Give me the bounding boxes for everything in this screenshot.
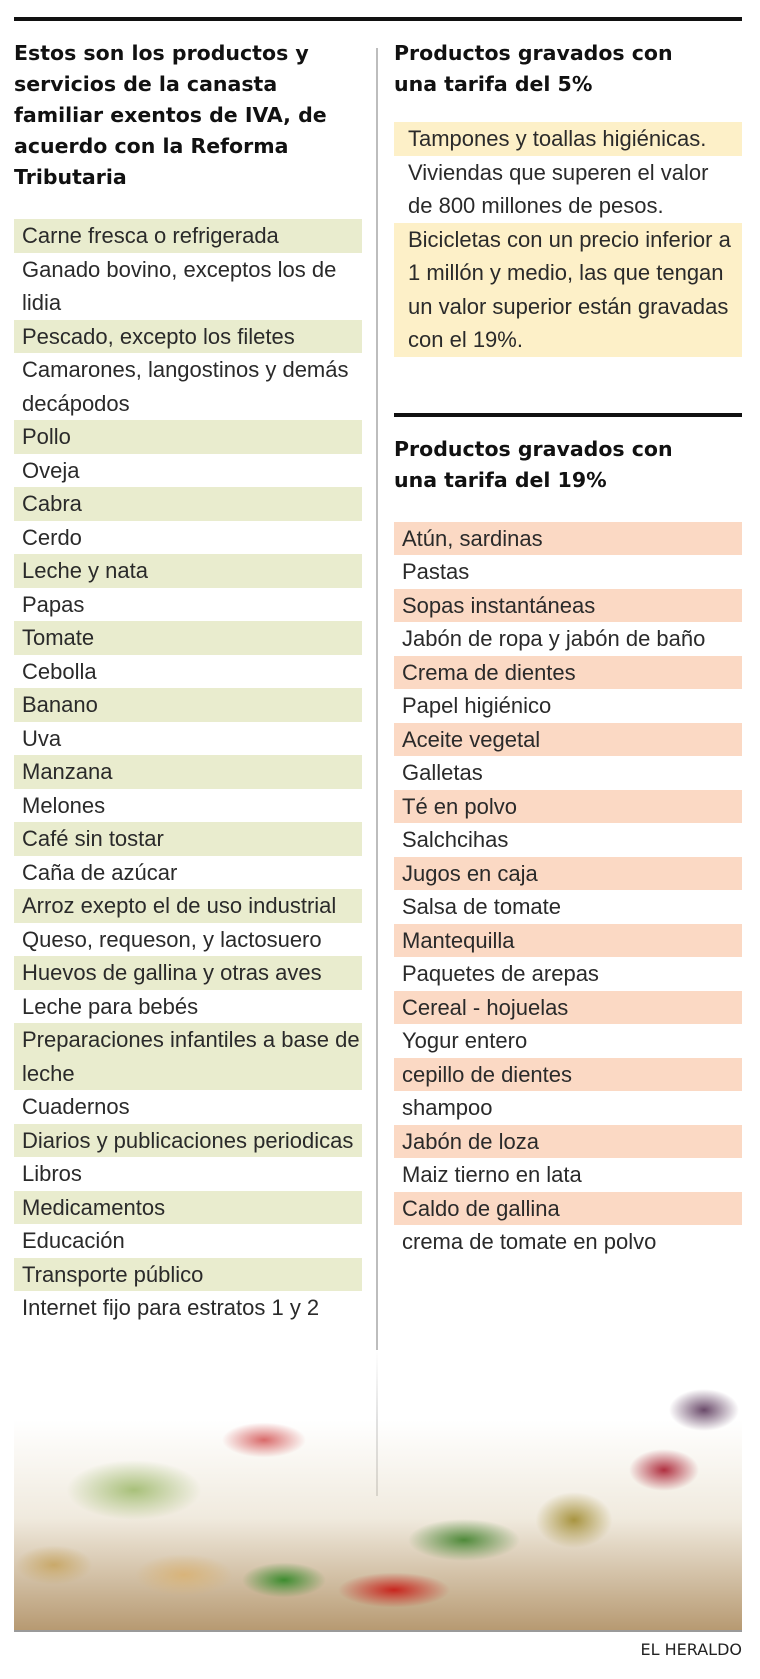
list-item: Internet fijo para estratos 1 y 2 (22, 1295, 320, 1320)
list-item: shampoo (402, 1095, 493, 1120)
list-item: Jugos en caja (394, 856, 742, 890)
list-item: Mantequilla (394, 923, 742, 957)
list-item: Café sin tostar (14, 822, 362, 856)
list-item: Atún, sardinas (394, 521, 742, 555)
list-item: crema de tomate en polvo (402, 1229, 657, 1254)
list-item: Manzana (14, 755, 362, 789)
list-item: Uva (22, 725, 62, 751)
list-item: Maiz tierno en lata (402, 1162, 582, 1187)
list-item: Preparaciones infantiles a base de leche (14, 1023, 362, 1090)
list-item: Educación (22, 1228, 125, 1253)
tax5-heading: Productos gravados con una tarifa del 5% (394, 41, 673, 96)
list-item: Pastas (402, 559, 470, 584)
list-item: cepillo de dientes (394, 1057, 742, 1091)
exempt-column: Estos son los productos y servicios de l… (14, 38, 362, 1325)
list-item: Carne fresca o refrigerada (14, 219, 362, 253)
list-item: Jabón de loza (394, 1124, 742, 1158)
tax19-list: Atún, sardinas Pastas Sopas instantáneas Ja… (394, 521, 742, 1259)
list-item: Camarones, langostinos y demás decápodos (22, 357, 349, 416)
list-item: Melones (22, 792, 106, 818)
list-item: Paquetes de arepas (402, 961, 599, 986)
list-item: Cabra (14, 487, 362, 521)
list-item: Caña de azúcar (22, 859, 178, 885)
list-item: Cereal - hojuelas (394, 990, 742, 1024)
list-item: Papel higiénico (402, 693, 552, 718)
tax5-item: Viviendas que superen el valor de 800 mi… (394, 155, 742, 223)
column-divider (376, 48, 378, 1496)
tax5-box: Tampones y toallas higiénicas. Viviendas … (394, 122, 742, 357)
tax5-item: Bicicletas con un precio inferior a 1 mi… (408, 226, 731, 353)
list-item: Yogur entero (402, 1028, 528, 1053)
list-item: Oveja (22, 457, 80, 483)
list-item: Huevos de gallina y otras aves (14, 956, 362, 990)
bottom-rule (14, 1630, 742, 1632)
list-item: Leche para bebés (22, 993, 199, 1019)
list-item: Cuadernos (22, 1094, 130, 1119)
list-item: Queso, requeson, y lactosuero (22, 926, 322, 952)
exempt-heading: Estos son los productos y servicios de l… (14, 41, 327, 189)
list-item: Galletas (402, 760, 483, 785)
list-item: Tomate (14, 621, 362, 655)
list-item: Salsa de tomate (402, 894, 561, 919)
list-item: Transporte público (14, 1257, 362, 1291)
list-item: Libros (22, 1161, 82, 1186)
tax19-heading: Productos gravados con una tarifa del 19… (394, 436, 673, 492)
taxed-column: Productos gravados con una tarifa del 5%… (394, 38, 742, 1259)
list-item: Arroz exepto el de uso industrial (14, 889, 362, 923)
list-item: Medicamentos (14, 1190, 362, 1224)
list-item: Diarios y publicaciones periodicas (14, 1123, 362, 1157)
list-item: Cerdo (22, 524, 82, 550)
top-rule (14, 17, 742, 21)
list-item: Aceite vegetal (394, 722, 742, 756)
vegetables-photo (14, 1350, 742, 1630)
list-item: Salchcihas (402, 827, 509, 852)
exempt-list: Carne fresca o refrigerada Ganado bovino,… (14, 219, 362, 1325)
list-item: Banano (14, 688, 362, 722)
tax5-item: Tampones y toallas higiénicas. (408, 126, 707, 151)
list-item: Jabón de ropa y jabón de baño (402, 626, 706, 651)
tax19-rule (394, 412, 742, 417)
list-item: Pescado, excepto los filetes (14, 319, 362, 353)
list-item: Leche y nata (14, 554, 362, 588)
list-item: Ganado bovino, exceptos los de lidia (22, 256, 337, 316)
list-item: Papas (22, 591, 85, 617)
list-item: Cebolla (22, 658, 97, 684)
list-item: Té en polvo (394, 789, 742, 823)
source-credit: EL HERALDO (640, 1640, 743, 1659)
list-item: Sopas instantáneas (394, 588, 742, 622)
list-item: Crema de dientes (394, 655, 742, 689)
list-item: Caldo de gallina (394, 1191, 742, 1225)
list-item: Pollo (14, 420, 362, 454)
